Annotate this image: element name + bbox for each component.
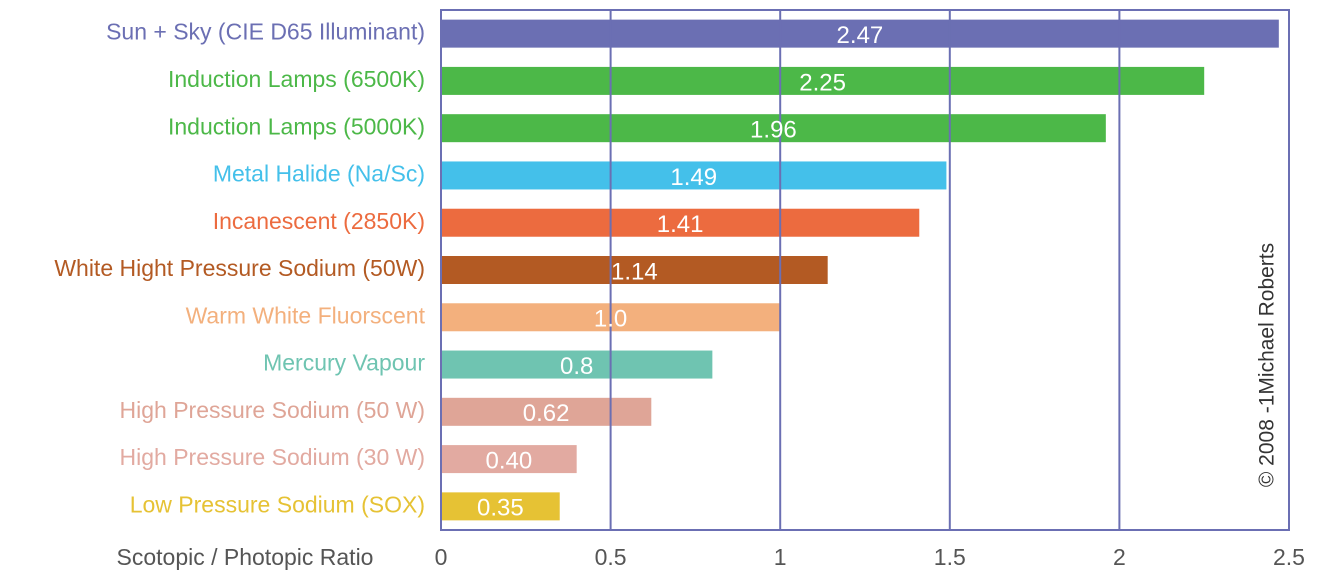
- x-tick-label: 2.5: [1273, 544, 1305, 570]
- value-label: 1.14: [611, 258, 658, 285]
- bar: [441, 397, 652, 426]
- value-label: 2.47: [837, 22, 884, 49]
- bar: [441, 114, 1106, 143]
- bar: [441, 492, 560, 521]
- bar: [441, 161, 947, 190]
- category-label: Incanescent (2850K): [213, 208, 425, 234]
- value-label: 1.0: [594, 306, 627, 333]
- category-label: Mercury Vapour: [263, 350, 425, 376]
- bar: [441, 445, 577, 474]
- x-tick-label: 1.5: [934, 544, 966, 570]
- x-tick-label: 2: [1113, 544, 1126, 570]
- category-label: Low Pressure Sodium (SOX): [130, 491, 425, 517]
- bar: [441, 19, 1279, 48]
- category-label: High Pressure Sodium (30 W): [120, 444, 426, 470]
- bar: [441, 66, 1205, 95]
- value-label: 2.25: [799, 69, 846, 96]
- value-label: 0.40: [485, 447, 532, 474]
- x-tick-label: 0.5: [595, 544, 627, 570]
- category-label: Metal Halide (Na/Sc): [213, 161, 425, 187]
- x-tick-label: 1: [774, 544, 787, 570]
- category-label: White Hight Pressure Sodium (50W): [54, 255, 425, 281]
- value-label: 0.35: [477, 495, 524, 522]
- category-label: Induction Lamps (5000K): [168, 113, 425, 139]
- bar: [441, 256, 828, 284]
- value-label: 1.49: [670, 164, 717, 191]
- category-label: High Pressure Sodium (50 W): [120, 397, 426, 423]
- category-label: Sun + Sky (CIE D65 Illuminant): [106, 19, 425, 45]
- copyright: © 2008 -1Michael Roberts: [1256, 243, 1279, 487]
- value-label: 0.62: [523, 400, 570, 427]
- category-label: Warm White Fluorscent: [186, 302, 426, 328]
- bar: [441, 350, 713, 379]
- x-axis-label: Scotopic / Photopic Ratio: [117, 544, 374, 570]
- value-label: 1.96: [750, 117, 797, 144]
- category-label: Induction Lamps (6500K): [168, 66, 425, 92]
- x-tick-label: 0: [435, 544, 448, 570]
- value-label: 1.41: [657, 211, 704, 238]
- bar: [441, 208, 920, 237]
- value-label: 0.8: [560, 353, 593, 380]
